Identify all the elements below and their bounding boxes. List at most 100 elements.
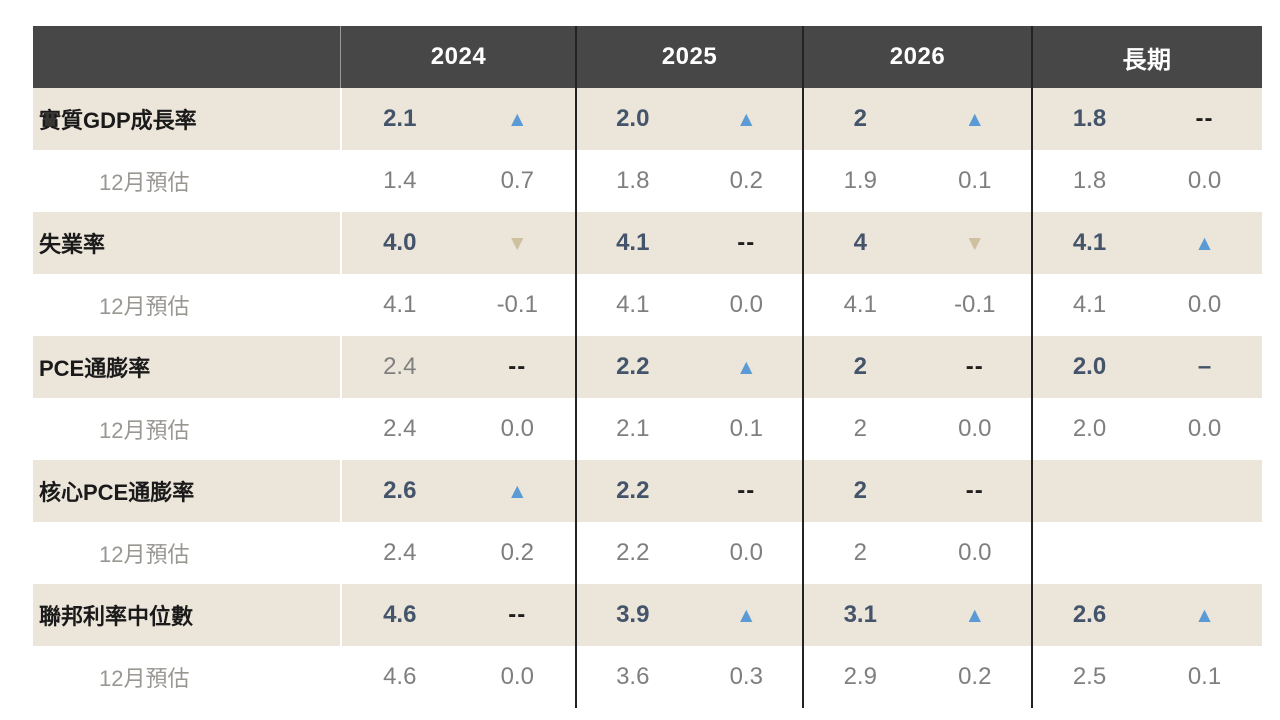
row-unemployment-december-estimate: 12月預估 4.1 -0.1 4.1 0.0 4.1 -0.1 4.1 0.0 <box>33 274 1262 336</box>
estimate-change: 0.0 <box>729 539 763 566</box>
row-core-pce-inflation: 核心PCE通膨率 2.6 ▲ 2.2 -- 2 -- <box>33 460 1262 522</box>
projection-value: 2.4 <box>383 353 417 380</box>
estimate-value: 2.1 <box>616 415 650 442</box>
change-dash: -- <box>737 477 756 504</box>
label-column-divider-body <box>340 88 342 708</box>
estimate-value: 3.6 <box>616 663 650 690</box>
projection-value: 2.2 <box>616 353 650 380</box>
row-unemployment: 失業率 4.0 ▼ 4.1 -- 4 ▼ 4.1 ▲ <box>33 212 1262 274</box>
year-group-divider-2026-longrun <box>1031 26 1033 708</box>
header-corner-cell <box>33 26 341 88</box>
change-up-icon: ▲ <box>506 107 528 131</box>
projection-value: 2 <box>853 477 867 504</box>
projection-value: 2.6 <box>1072 601 1107 628</box>
column-header-2025: 2025 <box>661 43 718 70</box>
row-label: 核心PCE通膨率 <box>39 480 195 505</box>
row-pce-inflation: PCE通膨率 2.4 -- 2.2 ▲ 2 -- 2.0 – <box>33 336 1262 398</box>
estimate-value: 2.2 <box>616 539 650 566</box>
estimate-value: 4.1 <box>843 291 877 318</box>
row-label: 失業率 <box>39 232 106 257</box>
projection-value: 2.0 <box>1072 353 1107 380</box>
change-dash: -- <box>508 353 527 380</box>
estimate-value: 4.6 <box>383 663 417 690</box>
estimate-change: 0.0 <box>1187 291 1222 318</box>
projection-value: 4 <box>853 229 867 256</box>
row-label-estimate: 12月預估 <box>99 418 190 443</box>
change-up-icon: ▲ <box>735 355 757 379</box>
row-core-pce-december-estimate: 12月預估 2.4 0.2 2.2 0.0 2 0.0 <box>33 522 1262 584</box>
change-up-icon: ▲ <box>964 603 986 627</box>
estimate-change: 0.2 <box>958 663 992 690</box>
estimate-value: 2 <box>853 539 867 566</box>
estimate-change: 0.0 <box>958 415 992 442</box>
change-up-icon: ▲ <box>506 479 528 503</box>
projection-value: 2.1 <box>383 105 417 132</box>
estimate-change: 0.7 <box>500 167 534 194</box>
estimate-value: 1.8 <box>1072 167 1107 194</box>
estimate-value: 1.8 <box>616 167 650 194</box>
table-header-row: 2024 2025 2026 長期 <box>33 26 1262 88</box>
change-dash: -- <box>508 601 527 628</box>
estimate-value: 4.1 <box>616 291 650 318</box>
change-down-icon: ▼ <box>506 231 528 255</box>
change-down-icon: ▼ <box>964 231 986 255</box>
projection-value: 3.1 <box>843 601 877 628</box>
projection-table: 2024 2025 2026 長期 實質GDP成長率 2.1 ▲ 2.0 ▲ 2… <box>33 26 1262 708</box>
estimate-change: 0.0 <box>729 291 763 318</box>
change-dash: -- <box>737 229 756 256</box>
projection-value: 2 <box>853 353 867 380</box>
estimate-value: 4.1 <box>383 291 417 318</box>
estimate-value: 1.9 <box>843 167 877 194</box>
estimate-change: 0.0 <box>1187 167 1222 194</box>
year-group-divider-2024-2025 <box>575 26 577 708</box>
projection-value: 3.9 <box>616 601 650 628</box>
estimate-change: 0.1 <box>1187 663 1222 690</box>
estimate-value: 1.4 <box>383 167 417 194</box>
row-fed-funds-december-estimate: 12月預估 4.6 0.0 3.6 0.3 2.9 0.2 2.5 0.1 <box>33 646 1262 708</box>
estimate-change: -0.1 <box>496 291 538 318</box>
estimate-change: 0.2 <box>500 539 534 566</box>
projection-value: 4.0 <box>383 229 417 256</box>
change-dash: -- <box>1195 105 1214 132</box>
projection-value: 4.6 <box>383 601 417 628</box>
row-real-gdp: 實質GDP成長率 2.1 ▲ 2.0 ▲ 2 ▲ 1.8 -- <box>33 88 1262 150</box>
change-dash: – <box>1197 353 1212 380</box>
estimate-value: 2.0 <box>1072 415 1107 442</box>
row-label: 聯邦利率中位數 <box>39 604 194 629</box>
estimate-value: 4.1 <box>1072 291 1107 318</box>
estimate-value: 2.4 <box>383 539 417 566</box>
estimate-value: 2.4 <box>383 415 417 442</box>
label-column-divider-header <box>340 26 341 88</box>
row-fed-funds-median: 聯邦利率中位數 4.6 -- 3.9 ▲ 3.1 ▲ 2.6 ▲ <box>33 584 1262 646</box>
estimate-change: 0.0 <box>1187 415 1222 442</box>
change-dash: -- <box>965 477 984 504</box>
change-up-icon: ▲ <box>735 603 757 627</box>
estimate-change: 0.1 <box>958 167 992 194</box>
row-label-estimate: 12月預估 <box>99 666 190 691</box>
estimate-change: 0.0 <box>958 539 992 566</box>
change-up-icon: ▲ <box>1194 603 1215 627</box>
projection-value: 4.1 <box>616 229 650 256</box>
change-dash: -- <box>965 353 984 380</box>
estimate-change: 0.1 <box>729 415 763 442</box>
projection-value: 2.0 <box>616 105 650 132</box>
change-up-icon: ▲ <box>1194 231 1215 255</box>
row-label: 實質GDP成長率 <box>39 108 197 133</box>
estimate-value: 2 <box>853 415 867 442</box>
row-pce-december-estimate: 12月預估 2.4 0.0 2.1 0.1 2 0.0 2.0 0.0 <box>33 398 1262 460</box>
estimate-change: 0.3 <box>729 663 763 690</box>
projection-value: 1.8 <box>1072 105 1107 132</box>
column-header-2024: 2024 <box>430 43 487 70</box>
row-label-estimate: 12月預估 <box>99 294 190 319</box>
estimate-value: 2.9 <box>843 663 877 690</box>
projection-value: 2.6 <box>383 477 417 504</box>
projection-value: 2.2 <box>616 477 650 504</box>
projection-value: 4.1 <box>1072 229 1107 256</box>
change-up-icon: ▲ <box>735 107 757 131</box>
estimate-change: 0.2 <box>729 167 763 194</box>
row-label-estimate: 12月預估 <box>99 170 190 195</box>
column-header-2026: 2026 <box>889 43 946 70</box>
row-label: PCE通膨率 <box>39 356 151 381</box>
estimate-change: -0.1 <box>954 291 996 318</box>
estimate-change: 0.0 <box>500 663 534 690</box>
